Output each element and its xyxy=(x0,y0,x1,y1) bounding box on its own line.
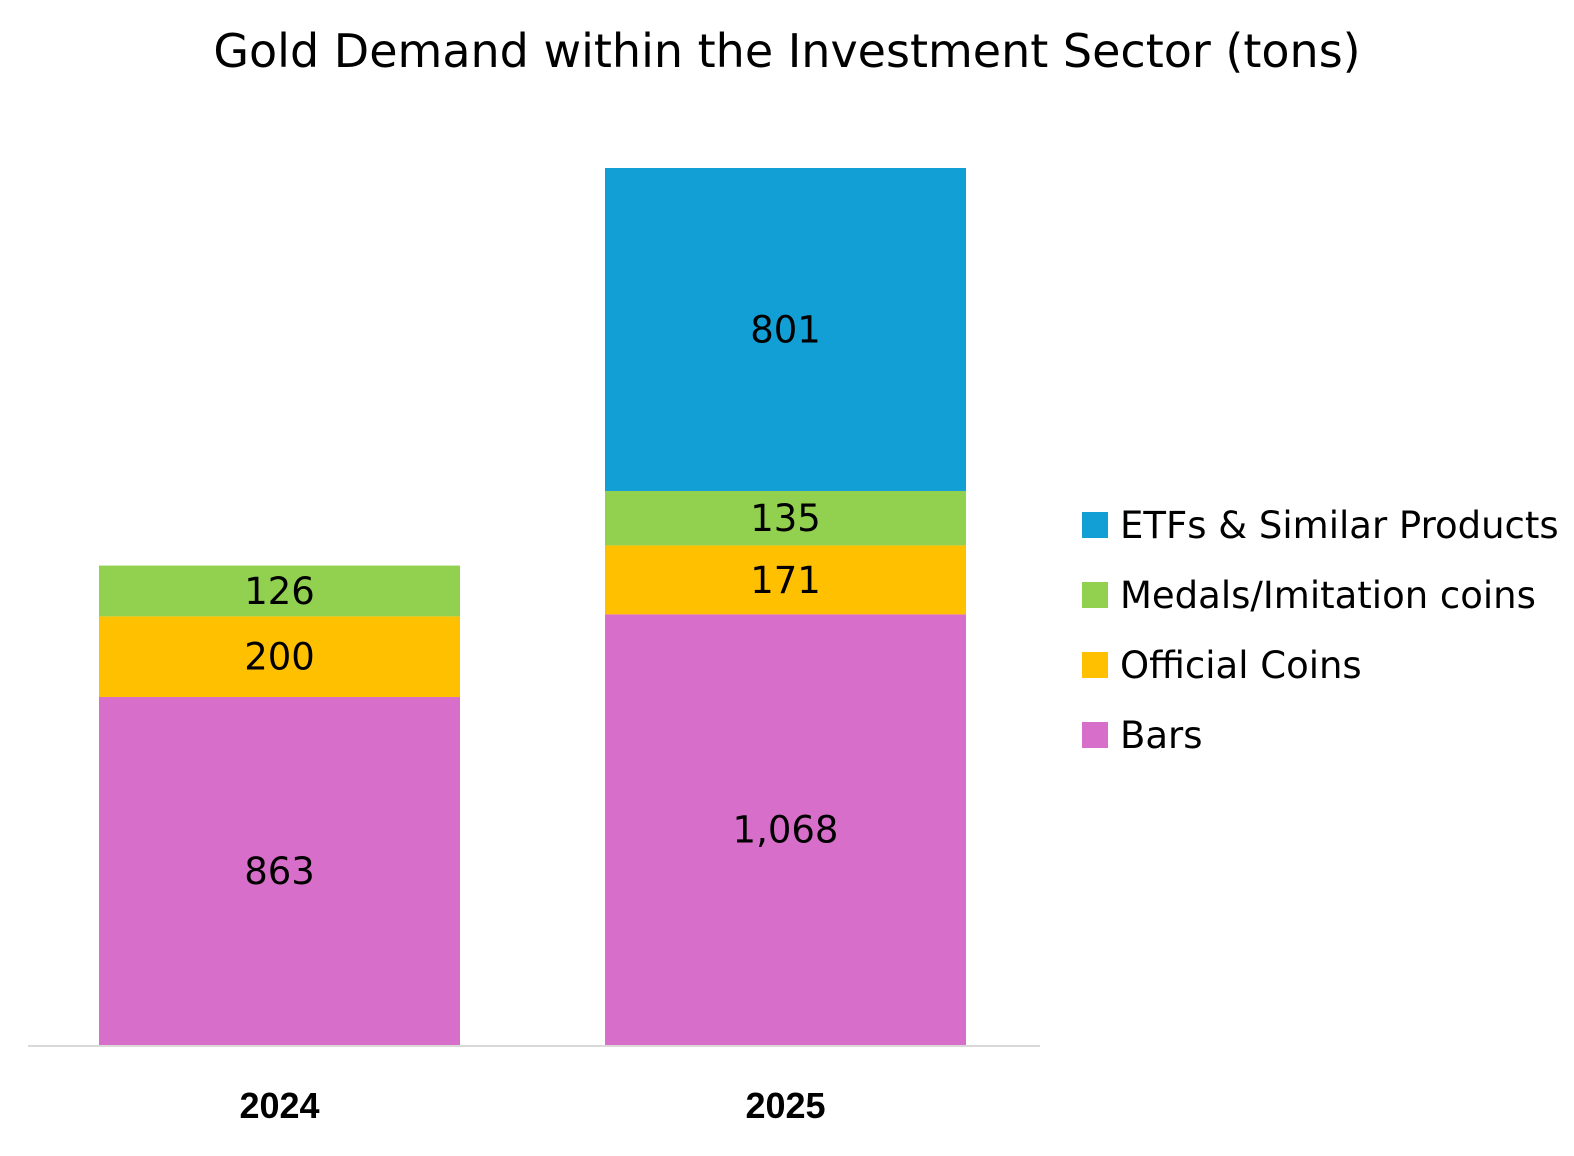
legend-label: Medals/Imitation coins xyxy=(1120,573,1536,617)
bar-segment-2025-etfs-similar-products xyxy=(605,168,966,491)
chart-title: Gold Demand within the Investment Sector… xyxy=(213,24,1361,78)
data-label: 171 xyxy=(750,559,821,602)
legend-label: Official Coins xyxy=(1120,643,1362,687)
legend-item: Medals/Imitation coins xyxy=(1082,560,1559,630)
bar-segment-2024-official-coins xyxy=(99,616,460,698)
legend-item: ETFs & Similar Products xyxy=(1082,490,1559,560)
legend-swatch xyxy=(1082,582,1108,608)
data-label: 200 xyxy=(244,636,315,679)
bar-segment-2025-medals-imitation-coins xyxy=(605,490,966,546)
legend-swatch xyxy=(1082,512,1108,538)
x-tick-label: 2025 xyxy=(745,1085,825,1126)
data-label: 135 xyxy=(750,497,821,540)
bar-segment-2025-official-coins xyxy=(605,545,966,615)
legend-swatch xyxy=(1082,722,1108,748)
data-label: 126 xyxy=(244,570,315,613)
x-tick-label: 2024 xyxy=(239,1085,319,1126)
data-label: 1,068 xyxy=(733,809,839,852)
legend-item: Official Coins xyxy=(1082,630,1559,700)
bar-segment-2025-bars xyxy=(605,614,966,1045)
chart-legend: ETFs & Similar Products Medals/Imitation … xyxy=(1082,490,1559,770)
legend-label: Bars xyxy=(1120,713,1203,757)
legend-item: Bars xyxy=(1082,700,1559,770)
legend-swatch xyxy=(1082,652,1108,678)
legend-label: ETFs & Similar Products xyxy=(1120,503,1559,547)
data-label: 863 xyxy=(244,850,315,893)
bar-segment-2024-bars xyxy=(99,697,460,1045)
data-label: 801 xyxy=(750,308,821,351)
bar-segment-2024-medals-imitation-coins xyxy=(99,565,460,617)
